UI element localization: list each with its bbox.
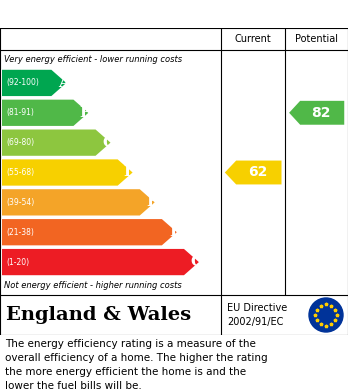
Text: Current: Current: [235, 34, 271, 44]
Text: (55-68): (55-68): [6, 168, 34, 177]
Text: (69-80): (69-80): [6, 138, 34, 147]
Text: 82: 82: [311, 106, 331, 120]
Text: B: B: [80, 106, 93, 120]
Text: England & Wales: England & Wales: [6, 306, 191, 324]
Text: Not energy efficient - higher running costs: Not energy efficient - higher running co…: [4, 282, 182, 291]
Polygon shape: [2, 219, 177, 245]
Text: (81-91): (81-91): [6, 108, 34, 117]
Text: G: G: [190, 255, 203, 269]
Text: Potential: Potential: [295, 34, 338, 44]
Text: F: F: [169, 225, 180, 239]
Polygon shape: [2, 129, 111, 156]
Polygon shape: [2, 70, 66, 96]
Text: (92-100): (92-100): [6, 79, 39, 88]
Text: (21-38): (21-38): [6, 228, 34, 237]
Text: C: C: [102, 136, 114, 150]
Text: The energy efficiency rating is a measure of the
overall efficiency of a home. T: The energy efficiency rating is a measur…: [5, 339, 268, 391]
Text: E: E: [147, 196, 158, 209]
Text: Very energy efficient - lower running costs: Very energy efficient - lower running co…: [4, 54, 182, 63]
Text: EU Directive: EU Directive: [227, 303, 287, 313]
Text: Energy Efficiency Rating: Energy Efficiency Rating: [10, 7, 232, 22]
Text: (39-54): (39-54): [6, 198, 34, 207]
Polygon shape: [2, 249, 199, 275]
Text: D: D: [124, 165, 137, 179]
Polygon shape: [2, 100, 88, 126]
Text: A: A: [58, 76, 70, 90]
Polygon shape: [289, 101, 344, 125]
Polygon shape: [225, 161, 282, 185]
Text: 2002/91/EC: 2002/91/EC: [227, 317, 283, 327]
Text: 62: 62: [248, 165, 267, 179]
Polygon shape: [2, 160, 133, 186]
Circle shape: [309, 298, 343, 332]
Text: (1-20): (1-20): [6, 258, 29, 267]
Polygon shape: [2, 189, 155, 215]
